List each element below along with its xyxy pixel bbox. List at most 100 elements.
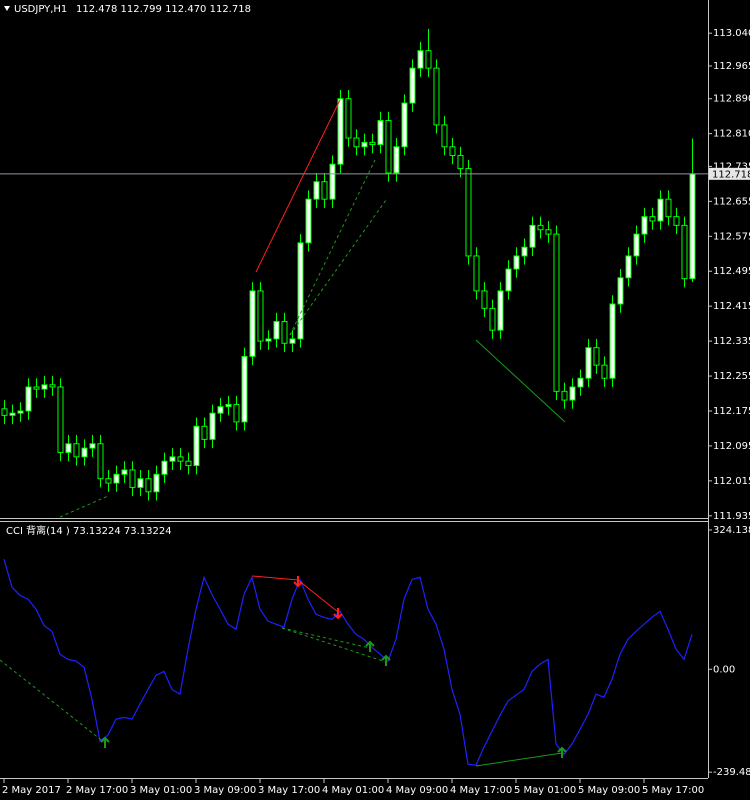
candle-body bbox=[465, 168, 472, 257]
y-tick-label: 111.935 bbox=[713, 511, 750, 522]
candle-body bbox=[425, 50, 432, 69]
candle-body bbox=[97, 443, 104, 480]
panel-borders bbox=[0, 0, 709, 779]
plot-layer: 113.040 112.965 112.890 112.810 112.735 112.6… bbox=[0, 28, 750, 796]
y-tick-label: 112.965 bbox=[713, 61, 750, 72]
candle-body bbox=[449, 146, 456, 156]
candle-body bbox=[665, 198, 672, 218]
buy-arrow bbox=[365, 640, 375, 652]
candle-body bbox=[553, 233, 560, 392]
y-tick-label: 112.335 bbox=[713, 336, 750, 347]
x-tick-label: 2 May 2017 bbox=[2, 785, 61, 796]
candle-body bbox=[561, 390, 568, 401]
divergence-line bbox=[281, 627, 387, 663]
candle-body bbox=[233, 403, 240, 423]
candle-body bbox=[569, 386, 576, 401]
current-price-box bbox=[709, 167, 750, 180]
y-tick-label: 112.735 bbox=[713, 161, 750, 172]
candle-body bbox=[585, 347, 592, 379]
y-tick-label: 112.575 bbox=[713, 231, 750, 242]
candle-body bbox=[313, 181, 320, 200]
candle-body bbox=[489, 307, 496, 331]
candle-body bbox=[65, 443, 72, 453]
candle-body bbox=[121, 469, 128, 475]
y-tick-label: 112.095 bbox=[713, 441, 750, 452]
candle-body bbox=[409, 67, 416, 104]
candle-body bbox=[81, 447, 88, 458]
divergence-line bbox=[251, 575, 299, 581]
candle-body bbox=[393, 146, 400, 174]
candle-body bbox=[89, 443, 96, 449]
candle-body bbox=[305, 198, 312, 244]
buy-arrow bbox=[557, 746, 567, 758]
candle-body bbox=[385, 120, 392, 174]
candle-body bbox=[617, 277, 624, 305]
candle-body bbox=[297, 242, 304, 340]
candle-body bbox=[17, 410, 24, 414]
candle-body bbox=[177, 456, 184, 462]
candle-body bbox=[481, 290, 488, 309]
candle-body bbox=[609, 303, 616, 379]
current-price-label: 112.718 bbox=[712, 169, 750, 180]
candle-body bbox=[377, 120, 384, 146]
candle-body bbox=[529, 224, 536, 248]
menu-triangle[interactable] bbox=[4, 6, 10, 11]
divergence-lines bbox=[0, 99, 566, 767]
candle-body bbox=[441, 124, 448, 148]
candle-body bbox=[9, 412, 16, 416]
candle-body bbox=[521, 246, 528, 257]
divergence-line bbox=[297, 579, 339, 613]
candle-body bbox=[345, 98, 352, 139]
candle-body bbox=[25, 386, 32, 412]
candle-body bbox=[273, 320, 280, 340]
candle-body bbox=[329, 163, 336, 200]
x-tick-label: 4 May 17:00 bbox=[450, 785, 512, 796]
ohlc-values: 112.478 112.799 112.470 112.718 bbox=[76, 4, 251, 15]
candle-body bbox=[161, 460, 168, 475]
candle-body bbox=[137, 478, 144, 488]
candle-body bbox=[217, 406, 224, 414]
candle-body bbox=[673, 216, 680, 226]
y-tick-label: 112.175 bbox=[713, 406, 750, 417]
candle-body bbox=[265, 338, 272, 342]
x-tick-label: 2 May 17:00 bbox=[66, 785, 128, 796]
divergence-line bbox=[0, 659, 106, 744]
candle-body bbox=[537, 224, 544, 231]
candle-body bbox=[601, 364, 608, 379]
divergence-line bbox=[289, 159, 376, 336]
divergence-line bbox=[289, 199, 387, 336]
y-tick-label: 112.255 bbox=[713, 371, 750, 382]
divergence-line bbox=[475, 339, 566, 423]
candle-body bbox=[417, 50, 424, 69]
candle-body bbox=[113, 473, 120, 484]
x-tick-label: 3 May 17:00 bbox=[258, 785, 320, 796]
candle-body bbox=[593, 347, 600, 366]
candle-body bbox=[649, 216, 656, 222]
cci-line bbox=[3, 559, 693, 766]
candle-body bbox=[641, 216, 648, 235]
candle-body bbox=[281, 320, 288, 344]
candle-body bbox=[681, 224, 688, 280]
candle-body bbox=[169, 456, 176, 462]
candle-body bbox=[577, 377, 584, 388]
candle-body bbox=[241, 355, 248, 423]
y-tick-label: -239.4833 bbox=[713, 767, 750, 778]
candle-body bbox=[225, 403, 232, 408]
candle-body bbox=[657, 198, 664, 222]
chart-title: USDJPY,H1 bbox=[14, 4, 67, 15]
candle-body bbox=[369, 141, 376, 146]
divergence-line bbox=[475, 752, 563, 767]
candle-body bbox=[545, 229, 552, 235]
candle-body bbox=[433, 67, 440, 126]
candle-body bbox=[361, 141, 368, 148]
y-tick-label: 112.495 bbox=[713, 266, 750, 277]
candle-body bbox=[1, 408, 8, 416]
x-tick-label: 5 May 09:00 bbox=[578, 785, 640, 796]
candle-body bbox=[257, 290, 264, 342]
candle-body bbox=[337, 98, 344, 165]
buy-arrow bbox=[381, 654, 391, 666]
candle-body bbox=[353, 137, 360, 148]
y-tick-label: 0.00 bbox=[713, 664, 735, 675]
